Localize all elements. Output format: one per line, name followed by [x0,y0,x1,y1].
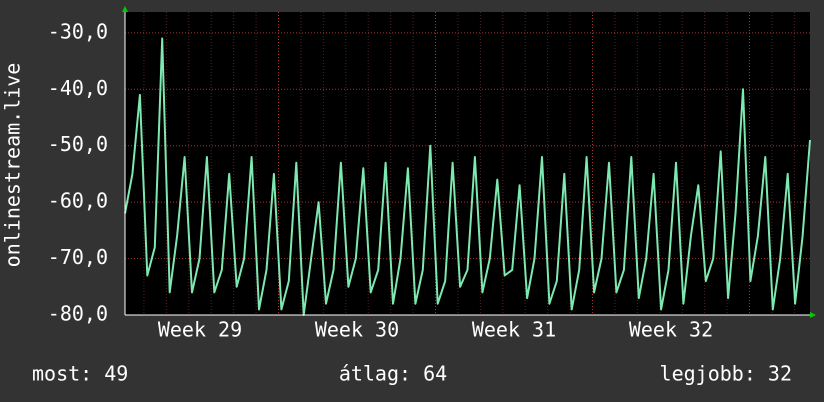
x-tick-label: Week 30 [315,318,399,342]
y-tick-label: -50,0 [48,132,108,156]
footer-best: legjobb: 32 [660,362,792,386]
y-tick-label: -80,0 [48,302,108,326]
x-tick-label: Week 31 [472,318,556,342]
x-axis-arrow [810,312,816,318]
footer-current: most: 49 [32,362,128,386]
y-tick-label: -30,0 [48,19,108,43]
footer-average: átlag: 64 [339,362,447,386]
y-axis-label: onlinestream.live [1,63,25,268]
y-tick-label: -70,0 [48,245,108,269]
x-tick-label: Week 32 [629,318,713,342]
line-series [124,37,811,316]
y-axis-arrow [122,6,128,12]
x-tick-label: Week 29 [158,318,242,342]
y-tick-label: -60,0 [48,189,108,213]
y-tick-label: -40,0 [48,76,108,100]
